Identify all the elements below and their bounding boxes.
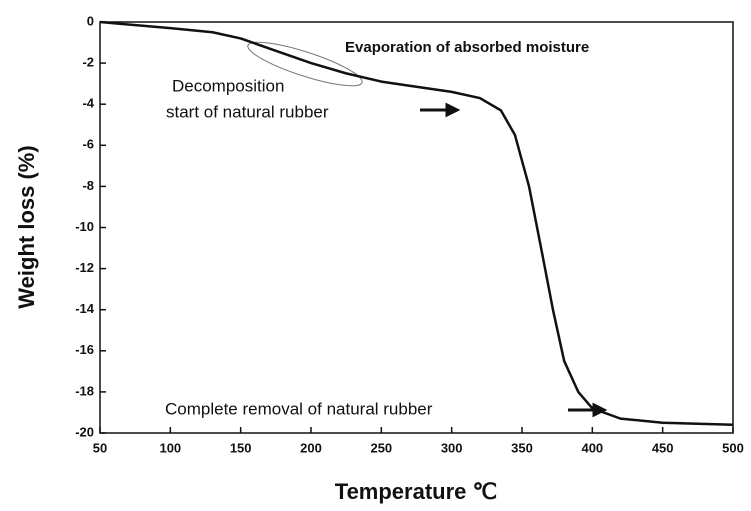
y-tick-label: -16 xyxy=(75,342,94,357)
x-tick-label: 300 xyxy=(441,440,463,455)
x-tick-label: 50 xyxy=(93,440,107,455)
y-axis-label: Weight loss (%) xyxy=(14,145,39,308)
x-tick-label: 350 xyxy=(511,440,533,455)
x-tick-label: 200 xyxy=(300,440,322,455)
y-tick-label: 0 xyxy=(87,13,94,28)
y-tick-label: -10 xyxy=(75,219,94,234)
x-axis-label: Temperature ℃ xyxy=(335,479,497,504)
highlight-ellipse xyxy=(247,41,363,87)
annotation: Complete removal of natural rubber xyxy=(165,399,433,418)
annotation: Evaporation of absorbed moisture xyxy=(345,39,589,56)
arrow xyxy=(420,102,461,118)
x-tick-label: 450 xyxy=(652,440,674,455)
y-tick-label: -6 xyxy=(82,137,94,152)
x-tick-label: 150 xyxy=(230,440,252,455)
data-line xyxy=(99,20,734,427)
y-tick-label: -14 xyxy=(75,301,95,316)
x-tick-label: 500 xyxy=(722,440,744,455)
x-tick-label: 250 xyxy=(370,440,392,455)
x-tick-label: 100 xyxy=(159,440,181,455)
annotation: start of natural rubber xyxy=(166,102,329,121)
y-tick-label: -4 xyxy=(82,96,94,111)
y-tick-label: -8 xyxy=(82,178,94,193)
y-tick-label: -12 xyxy=(75,260,94,275)
y-tick-label: -2 xyxy=(82,55,94,70)
x-tick-label: 400 xyxy=(581,440,603,455)
y-tick-label: -18 xyxy=(75,383,94,398)
y-tick-label: -20 xyxy=(75,424,94,439)
annotation: Decomposition xyxy=(172,76,284,95)
